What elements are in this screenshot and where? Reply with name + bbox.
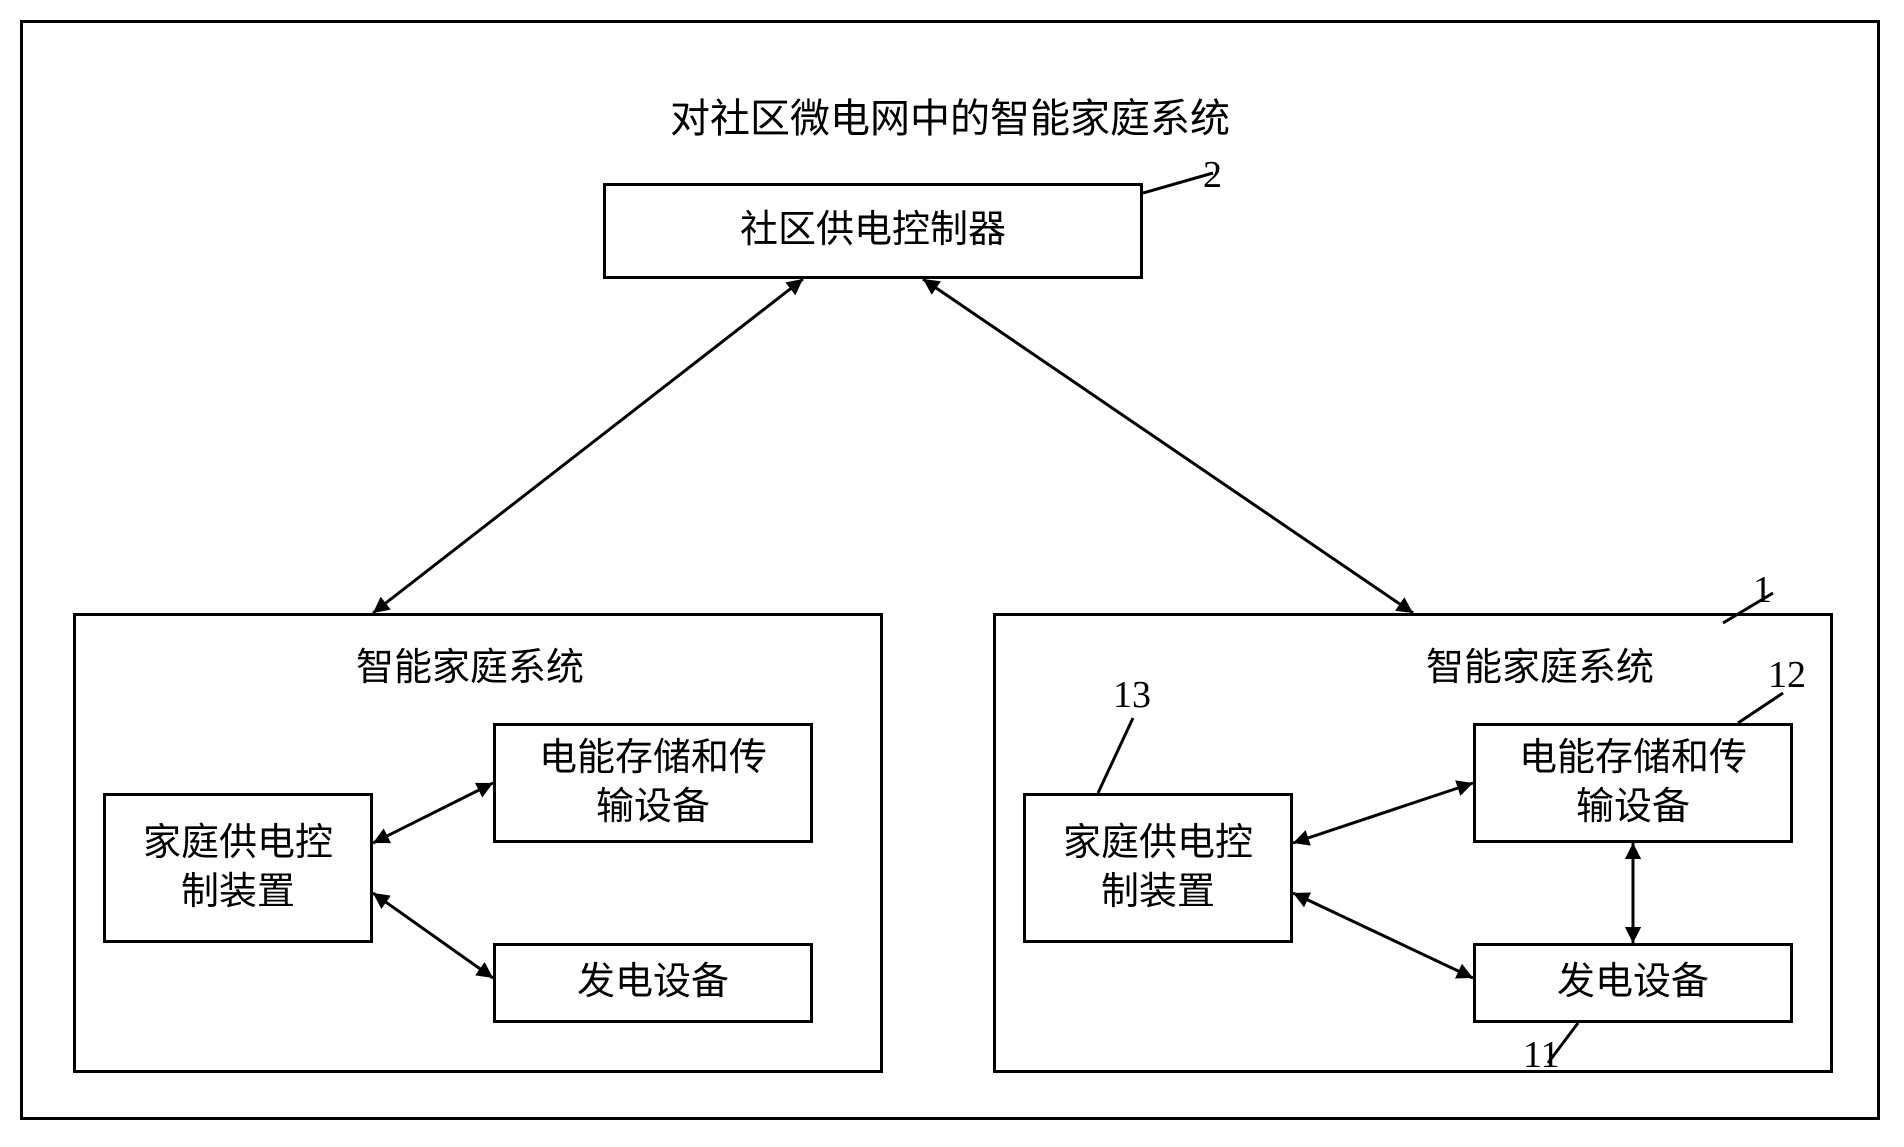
node-label: 电能存储和传 输设备 bbox=[1519, 734, 1747, 833]
ref-label-12: 12 bbox=[1768, 653, 1806, 697]
ref-label-11: 11 bbox=[1523, 1033, 1560, 1077]
diagram-frame: 对社区微电网中的智能家庭系统 进行供电控制的系统 社区供电控制器 2 智能家庭系… bbox=[20, 20, 1880, 1120]
ref-label-13: 13 bbox=[1113, 673, 1151, 717]
ref-label-2: 2 bbox=[1203, 153, 1222, 197]
node-right-home-power-control: 家庭供电控 制装置 bbox=[1023, 793, 1293, 943]
node-right-energy-storage: 电能存储和传 输设备 bbox=[1473, 723, 1793, 843]
node-label: 家庭供电控 制装置 bbox=[143, 819, 333, 918]
node-label: 电能存储和传 输设备 bbox=[539, 734, 767, 833]
node-left-home-power-control: 家庭供电控 制装置 bbox=[103, 793, 373, 943]
container-title-right: 智能家庭系统 bbox=[1426, 636, 1654, 691]
node-label: 发电设备 bbox=[1557, 958, 1709, 1007]
node-left-generator: 发电设备 bbox=[493, 943, 813, 1023]
node-right-generator: 发电设备 bbox=[1473, 943, 1793, 1023]
node-left-energy-storage: 电能存储和传 输设备 bbox=[493, 723, 813, 843]
container-title-left: 智能家庭系统 bbox=[356, 636, 584, 691]
node-community-controller: 社区供电控制器 bbox=[603, 183, 1143, 279]
node-label: 家庭供电控 制装置 bbox=[1063, 819, 1253, 918]
title-line1: 对社区微电网中的智能家庭系统 bbox=[670, 96, 1230, 141]
node-label: 发电设备 bbox=[577, 958, 729, 1007]
node-label: 社区供电控制器 bbox=[740, 206, 1006, 255]
ref-label-1: 1 bbox=[1753, 568, 1772, 612]
